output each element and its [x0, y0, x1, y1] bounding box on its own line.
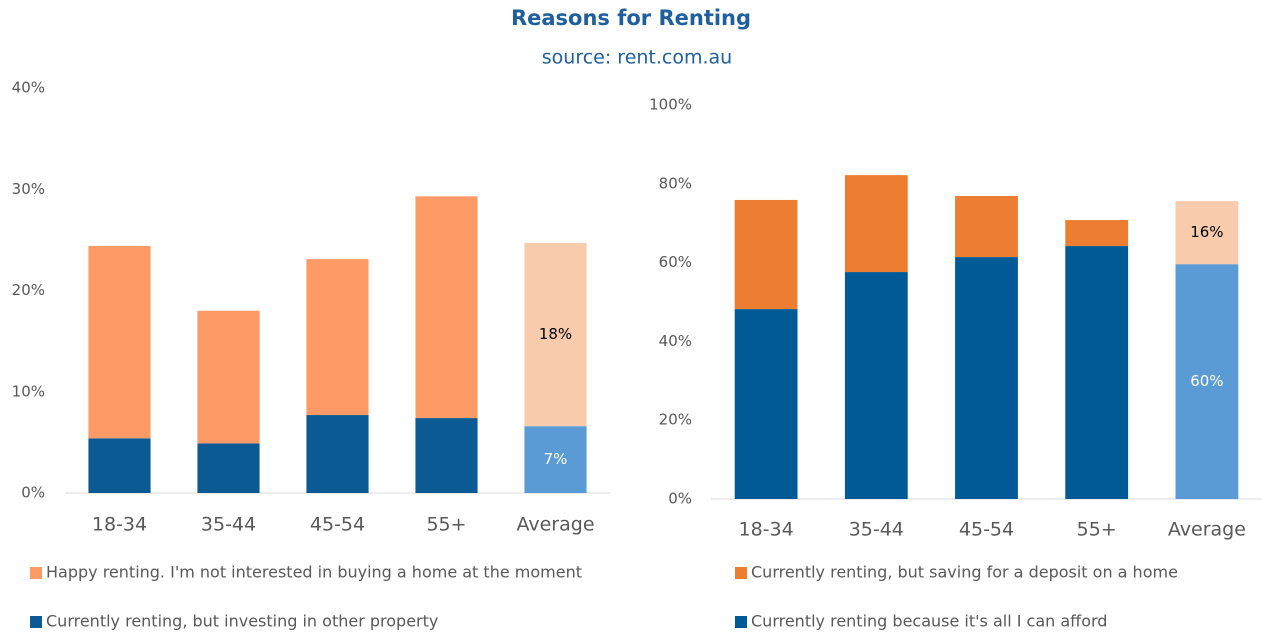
data-label: 16% [1190, 223, 1223, 241]
bar-segment [734, 199, 798, 310]
y-tick-label: 0% [668, 490, 692, 508]
y-tick-label: 30% [12, 180, 45, 198]
bar-segment [197, 310, 260, 444]
bar-segment [1065, 246, 1129, 499]
legend-label: Happy renting. I'm not interested in buy… [46, 563, 582, 582]
bar-segment [955, 196, 1018, 258]
bar-segment [306, 259, 369, 416]
bar-segment [844, 272, 908, 499]
chart-subtitle: source: rent.com.au [542, 47, 732, 69]
y-tick-label: 40% [659, 332, 692, 350]
data-label: 18% [539, 325, 572, 343]
legend-label: Currently renting, but saving for a depo… [751, 563, 1178, 582]
bar-segment [197, 443, 260, 493]
legend-swatch [30, 616, 42, 628]
x-tick-label: 45-54 [310, 514, 365, 536]
x-tick-label: 55+ [1077, 519, 1117, 541]
bar-segment [88, 438, 151, 493]
bar-segment [844, 175, 908, 273]
y-tick-label: 100% [649, 96, 692, 114]
bar-segment [1175, 264, 1239, 499]
x-tick-label: 35-44 [201, 514, 256, 536]
y-tick-label: 60% [659, 253, 692, 271]
legend-swatch [735, 567, 747, 579]
y-tick-label: 20% [659, 411, 692, 429]
bar-segment [524, 426, 587, 493]
legend-swatch [30, 567, 42, 579]
x-tick-label: 55+ [426, 514, 466, 536]
x-tick-label: 18-34 [92, 514, 147, 536]
bar-segment [1175, 201, 1239, 265]
bar-segment [955, 257, 1018, 499]
x-tick-label: 35-44 [849, 519, 904, 541]
legend-swatch [735, 616, 747, 628]
y-tick-label: 40% [12, 79, 45, 97]
bar-segment [88, 245, 151, 439]
x-tick-label: 18-34 [738, 519, 793, 541]
bar-segment [306, 415, 369, 493]
x-tick-label: Average [516, 514, 594, 536]
bar-segment [734, 309, 798, 499]
y-tick-label: 80% [659, 174, 692, 192]
bar-segment [524, 242, 587, 427]
x-tick-label: Average [1168, 519, 1246, 541]
chart-title: Reasons for Renting [511, 6, 751, 30]
y-tick-label: 0% [21, 484, 45, 502]
data-label: 7% [544, 450, 568, 468]
data-label: 60% [1190, 372, 1223, 390]
bar-segment [415, 418, 478, 493]
y-tick-label: 20% [12, 281, 45, 299]
bar-segment [1065, 220, 1129, 247]
bar-segment [415, 196, 478, 419]
legend-label: Currently renting, but investing in othe… [46, 612, 438, 631]
y-tick-label: 10% [12, 382, 45, 400]
legend-label: Currently renting because it's all I can… [751, 612, 1107, 631]
x-tick-label: 45-54 [959, 519, 1014, 541]
